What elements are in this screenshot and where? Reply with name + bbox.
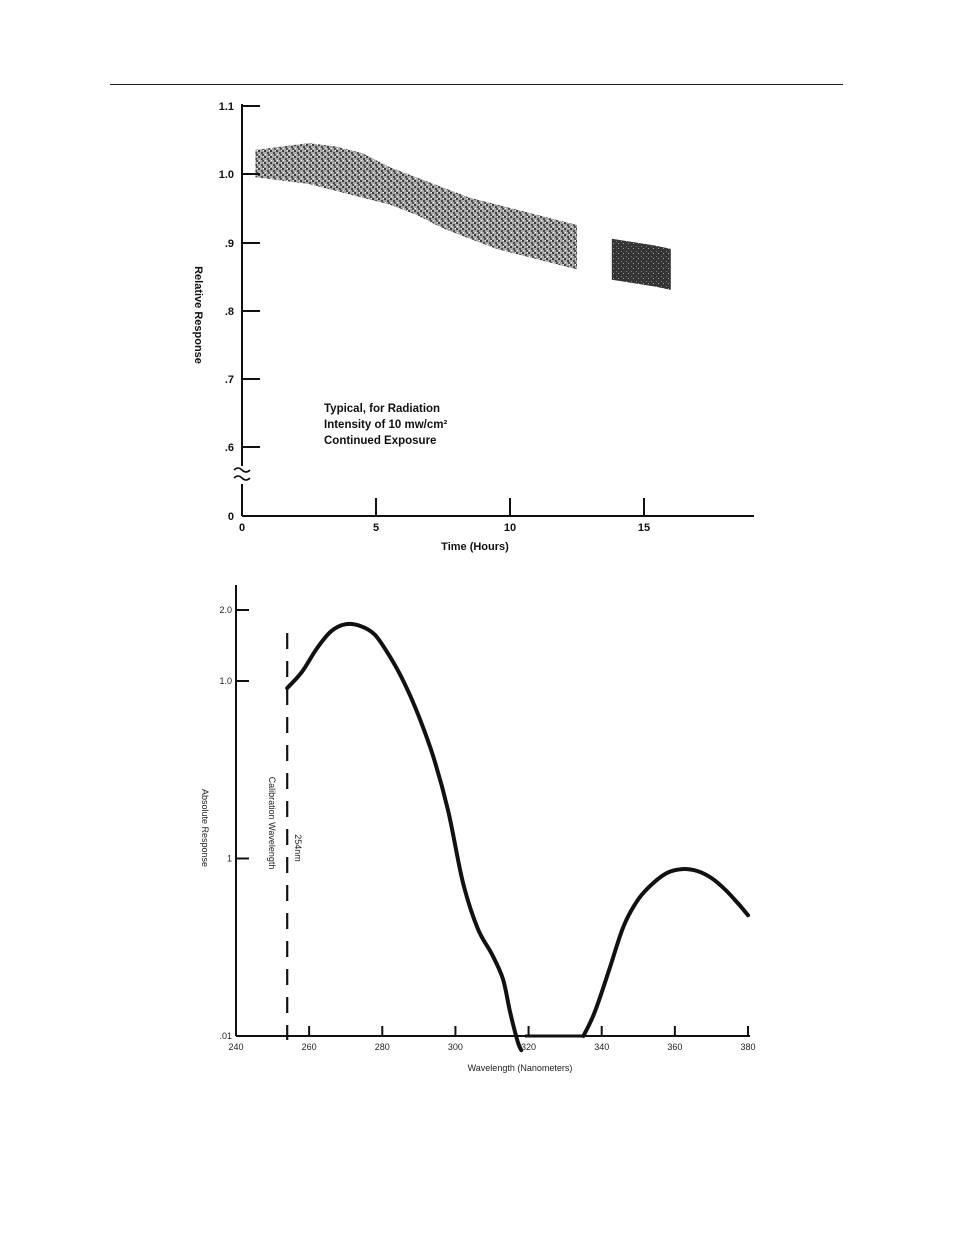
chart-axes bbox=[233, 104, 754, 517]
response-band-2 bbox=[611, 238, 671, 290]
annotation-line-2: Intensity of 10 mw/cm² bbox=[324, 419, 448, 431]
response-curve-segment-2 bbox=[581, 867, 750, 1038]
x-tick-label: 300 bbox=[448, 1042, 463, 1052]
y-tick-label: .7 bbox=[225, 374, 234, 386]
y-tick-label: 1.1 bbox=[219, 101, 234, 113]
x-axis-title: Wavelength (Nanometers) bbox=[468, 1063, 573, 1073]
y-tick-label: 1.0 bbox=[219, 676, 232, 686]
axis-break-symbol bbox=[233, 467, 251, 481]
y-tick-label: .01 bbox=[219, 1031, 232, 1041]
x-tick-label: 0 bbox=[239, 522, 245, 534]
y-tick-label: 1 bbox=[227, 854, 232, 864]
y-tick-label: 0 bbox=[228, 511, 234, 523]
y-axis-title: Relative Response bbox=[192, 266, 204, 364]
annotation-line-1: Typical, for Radiation bbox=[324, 403, 440, 415]
y-tick-label: 2.0 bbox=[219, 605, 232, 615]
annotation-line-3: Continued Exposure bbox=[324, 435, 436, 447]
x-tick-label: 380 bbox=[740, 1042, 755, 1052]
chart-labels: .01 1 1.0 2.0 240 260 280 300 320 340 360 380 Wavele… bbox=[200, 605, 756, 1073]
response-curve-segment-1 bbox=[285, 621, 524, 1053]
x-axis-title: Time (Hours) bbox=[441, 541, 509, 553]
x-tick-label: 360 bbox=[667, 1042, 682, 1052]
calibration-label-title: Calibration Wavelength bbox=[267, 777, 277, 870]
x-tick-label: 5 bbox=[373, 522, 379, 534]
x-tick-label: 340 bbox=[594, 1042, 609, 1052]
y-tick-label: .9 bbox=[225, 238, 234, 250]
x-tick-label: 280 bbox=[375, 1042, 390, 1052]
x-tick-label: 15 bbox=[638, 522, 650, 534]
x-tick-label: 240 bbox=[228, 1042, 243, 1052]
y-tick-label: .6 bbox=[225, 442, 234, 454]
chart-labels: 0 .6 .7 .8 .9 1.0 1.1 0 5 10 15 Time (Hours) Relativ… bbox=[192, 101, 650, 553]
header-rule bbox=[110, 84, 843, 85]
calibration-label-wavelength: 254nm bbox=[293, 834, 303, 862]
response-band-layer bbox=[255, 143, 671, 290]
y-tick-label: .8 bbox=[225, 306, 234, 318]
x-tick-label: 260 bbox=[302, 1042, 317, 1052]
chart-axes bbox=[235, 585, 750, 1037]
x-tick-label: 10 bbox=[504, 522, 516, 534]
y-axis-title: Absolute Response bbox=[200, 789, 210, 867]
relative-response-chart: 0 .6 .7 .8 .9 1.0 1.1 0 5 10 15 Time (Hours) Relativ… bbox=[192, 101, 754, 553]
response-band-1 bbox=[255, 143, 577, 270]
y-tick-label: 1.0 bbox=[219, 169, 234, 181]
x-tick-label: 320 bbox=[521, 1042, 536, 1052]
series-layer bbox=[285, 621, 750, 1053]
